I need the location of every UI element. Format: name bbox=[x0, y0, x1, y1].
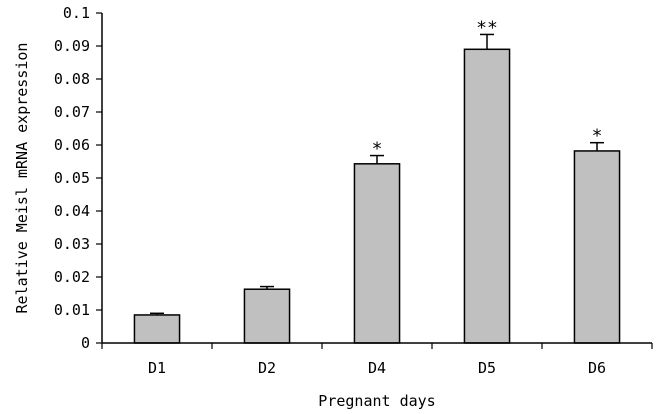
y-tick-label: 0.09 bbox=[54, 37, 90, 55]
y-axis-label: Relative Meisl mRNA expression bbox=[13, 43, 31, 314]
bar bbox=[133, 314, 181, 344]
y-axis-ticks: 0 0.01 0.02 0.03 0.04 0.05 0.06 0.07 0.08 0.09 0.1 bbox=[54, 4, 102, 352]
x-tick-label: D5 bbox=[478, 359, 496, 377]
x-tick-label: D2 bbox=[258, 359, 276, 377]
significance-markers: **** bbox=[372, 17, 603, 159]
y-tick-label: 0.07 bbox=[54, 103, 90, 121]
significance-label: * bbox=[592, 126, 603, 147]
y-tick-label: 0.04 bbox=[54, 202, 90, 220]
bar bbox=[573, 150, 621, 344]
y-tick-label: 0.05 bbox=[54, 169, 90, 187]
y-tick-label: 0.1 bbox=[63, 4, 90, 22]
x-axis-ticks: D1 D2 D4 D5 D6 bbox=[101, 343, 653, 377]
error-bars bbox=[150, 33, 604, 315]
x-tick-label: D6 bbox=[588, 359, 606, 377]
y-tick-label: 0.06 bbox=[54, 136, 90, 154]
significance-label: ** bbox=[476, 17, 498, 38]
bar bbox=[463, 48, 511, 344]
y-tick-label: 0.01 bbox=[54, 301, 90, 319]
significance-label: * bbox=[372, 139, 383, 160]
y-tick-label: 0.03 bbox=[54, 235, 90, 253]
x-axis-label: Pregnant days bbox=[318, 392, 435, 410]
y-tick-label: 0.08 bbox=[54, 70, 90, 88]
bar bbox=[243, 288, 291, 344]
y-tick-label: 0 bbox=[81, 334, 90, 352]
x-tick-label: D1 bbox=[148, 359, 166, 377]
x-tick-label: D4 bbox=[368, 359, 386, 377]
bars bbox=[133, 48, 621, 344]
bar bbox=[353, 163, 401, 344]
y-tick-label: 0.02 bbox=[54, 268, 90, 286]
